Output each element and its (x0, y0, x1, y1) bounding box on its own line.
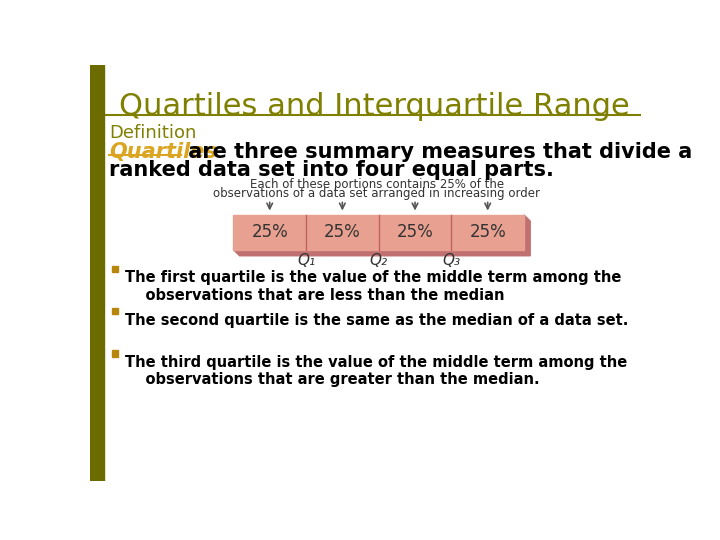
Text: observations of a data set arranged in increasing order: observations of a data set arranged in i… (213, 187, 540, 200)
Bar (112, 350, 118, 356)
Text: Quartiles: Quartiles (109, 142, 217, 162)
Polygon shape (451, 249, 530, 256)
Text: Quartiles and Interquartile Range: Quartiles and Interquartile Range (120, 92, 630, 121)
Polygon shape (524, 215, 530, 256)
Polygon shape (233, 249, 312, 256)
Text: are three summary measures that divide a: are three summary measures that divide a (181, 142, 693, 162)
Text: The first quartile is the value of the middle term among the
    observations th: The first quartile is the value of the m… (125, 271, 621, 303)
Bar (112, 308, 118, 314)
Text: 25%: 25% (469, 223, 506, 241)
Bar (112, 266, 118, 272)
Bar (90, 65, 104, 481)
Text: 25%: 25% (251, 223, 288, 241)
Text: The third quartile is the value of the middle term among the
    observations th: The third quartile is the value of the m… (125, 355, 627, 388)
Polygon shape (379, 249, 457, 256)
Text: Q₃: Q₃ (442, 253, 460, 268)
Text: Definition: Definition (109, 124, 197, 142)
Text: The second quartile is the same as the median of a data set.: The second quartile is the same as the m… (125, 313, 629, 328)
Bar (233, 215, 306, 249)
Text: Q₁: Q₁ (297, 253, 315, 268)
Polygon shape (306, 249, 385, 256)
Bar (379, 215, 451, 249)
Bar (451, 215, 524, 249)
Bar (306, 215, 379, 249)
Text: Each of these portions contains 25% of the: Each of these portions contains 25% of t… (250, 178, 504, 191)
Text: 25%: 25% (324, 223, 361, 241)
Text: Q₂: Q₂ (369, 253, 388, 268)
Text: ranked data set into four equal parts.: ranked data set into four equal parts. (109, 160, 554, 180)
Text: 25%: 25% (397, 223, 433, 241)
